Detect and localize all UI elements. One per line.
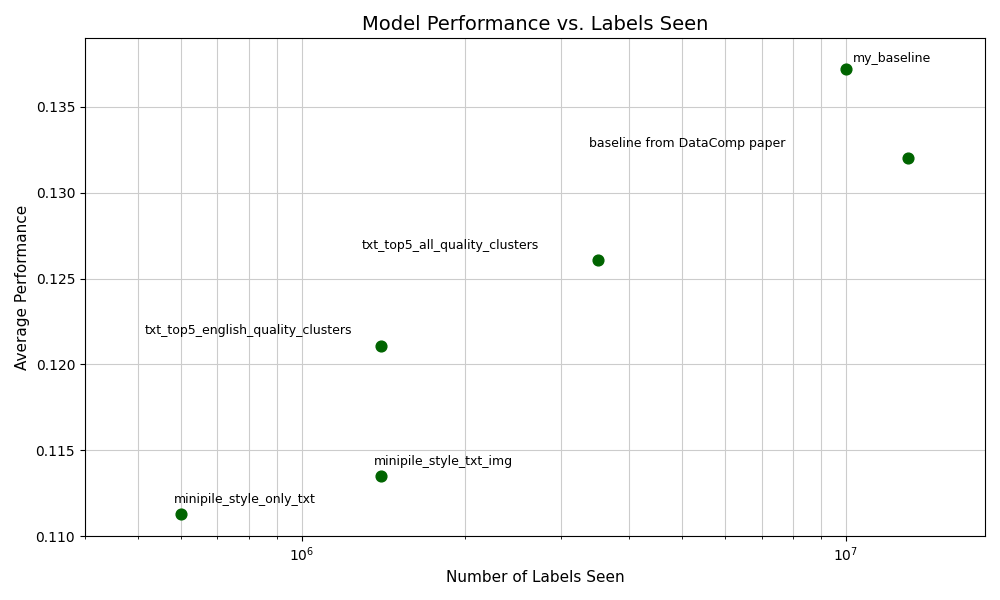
Text: my_baseline: my_baseline xyxy=(853,52,931,65)
Title: Model Performance vs. Labels Seen: Model Performance vs. Labels Seen xyxy=(362,15,708,34)
Y-axis label: Average Performance: Average Performance xyxy=(15,205,30,370)
Point xyxy=(373,471,389,481)
X-axis label: Number of Labels Seen: Number of Labels Seen xyxy=(446,570,624,585)
Point xyxy=(173,509,189,518)
Point xyxy=(838,64,854,74)
Point xyxy=(590,255,606,265)
Point xyxy=(900,154,916,163)
Text: txt_top5_english_quality_clusters: txt_top5_english_quality_clusters xyxy=(145,325,353,337)
Text: baseline from DataComp paper: baseline from DataComp paper xyxy=(589,137,785,151)
Text: minipile_style_txt_img: minipile_style_txt_img xyxy=(374,455,513,468)
Text: minipile_style_only_txt: minipile_style_only_txt xyxy=(174,493,316,506)
Point xyxy=(373,341,389,350)
Text: txt_top5_all_quality_clusters: txt_top5_all_quality_clusters xyxy=(362,239,539,251)
